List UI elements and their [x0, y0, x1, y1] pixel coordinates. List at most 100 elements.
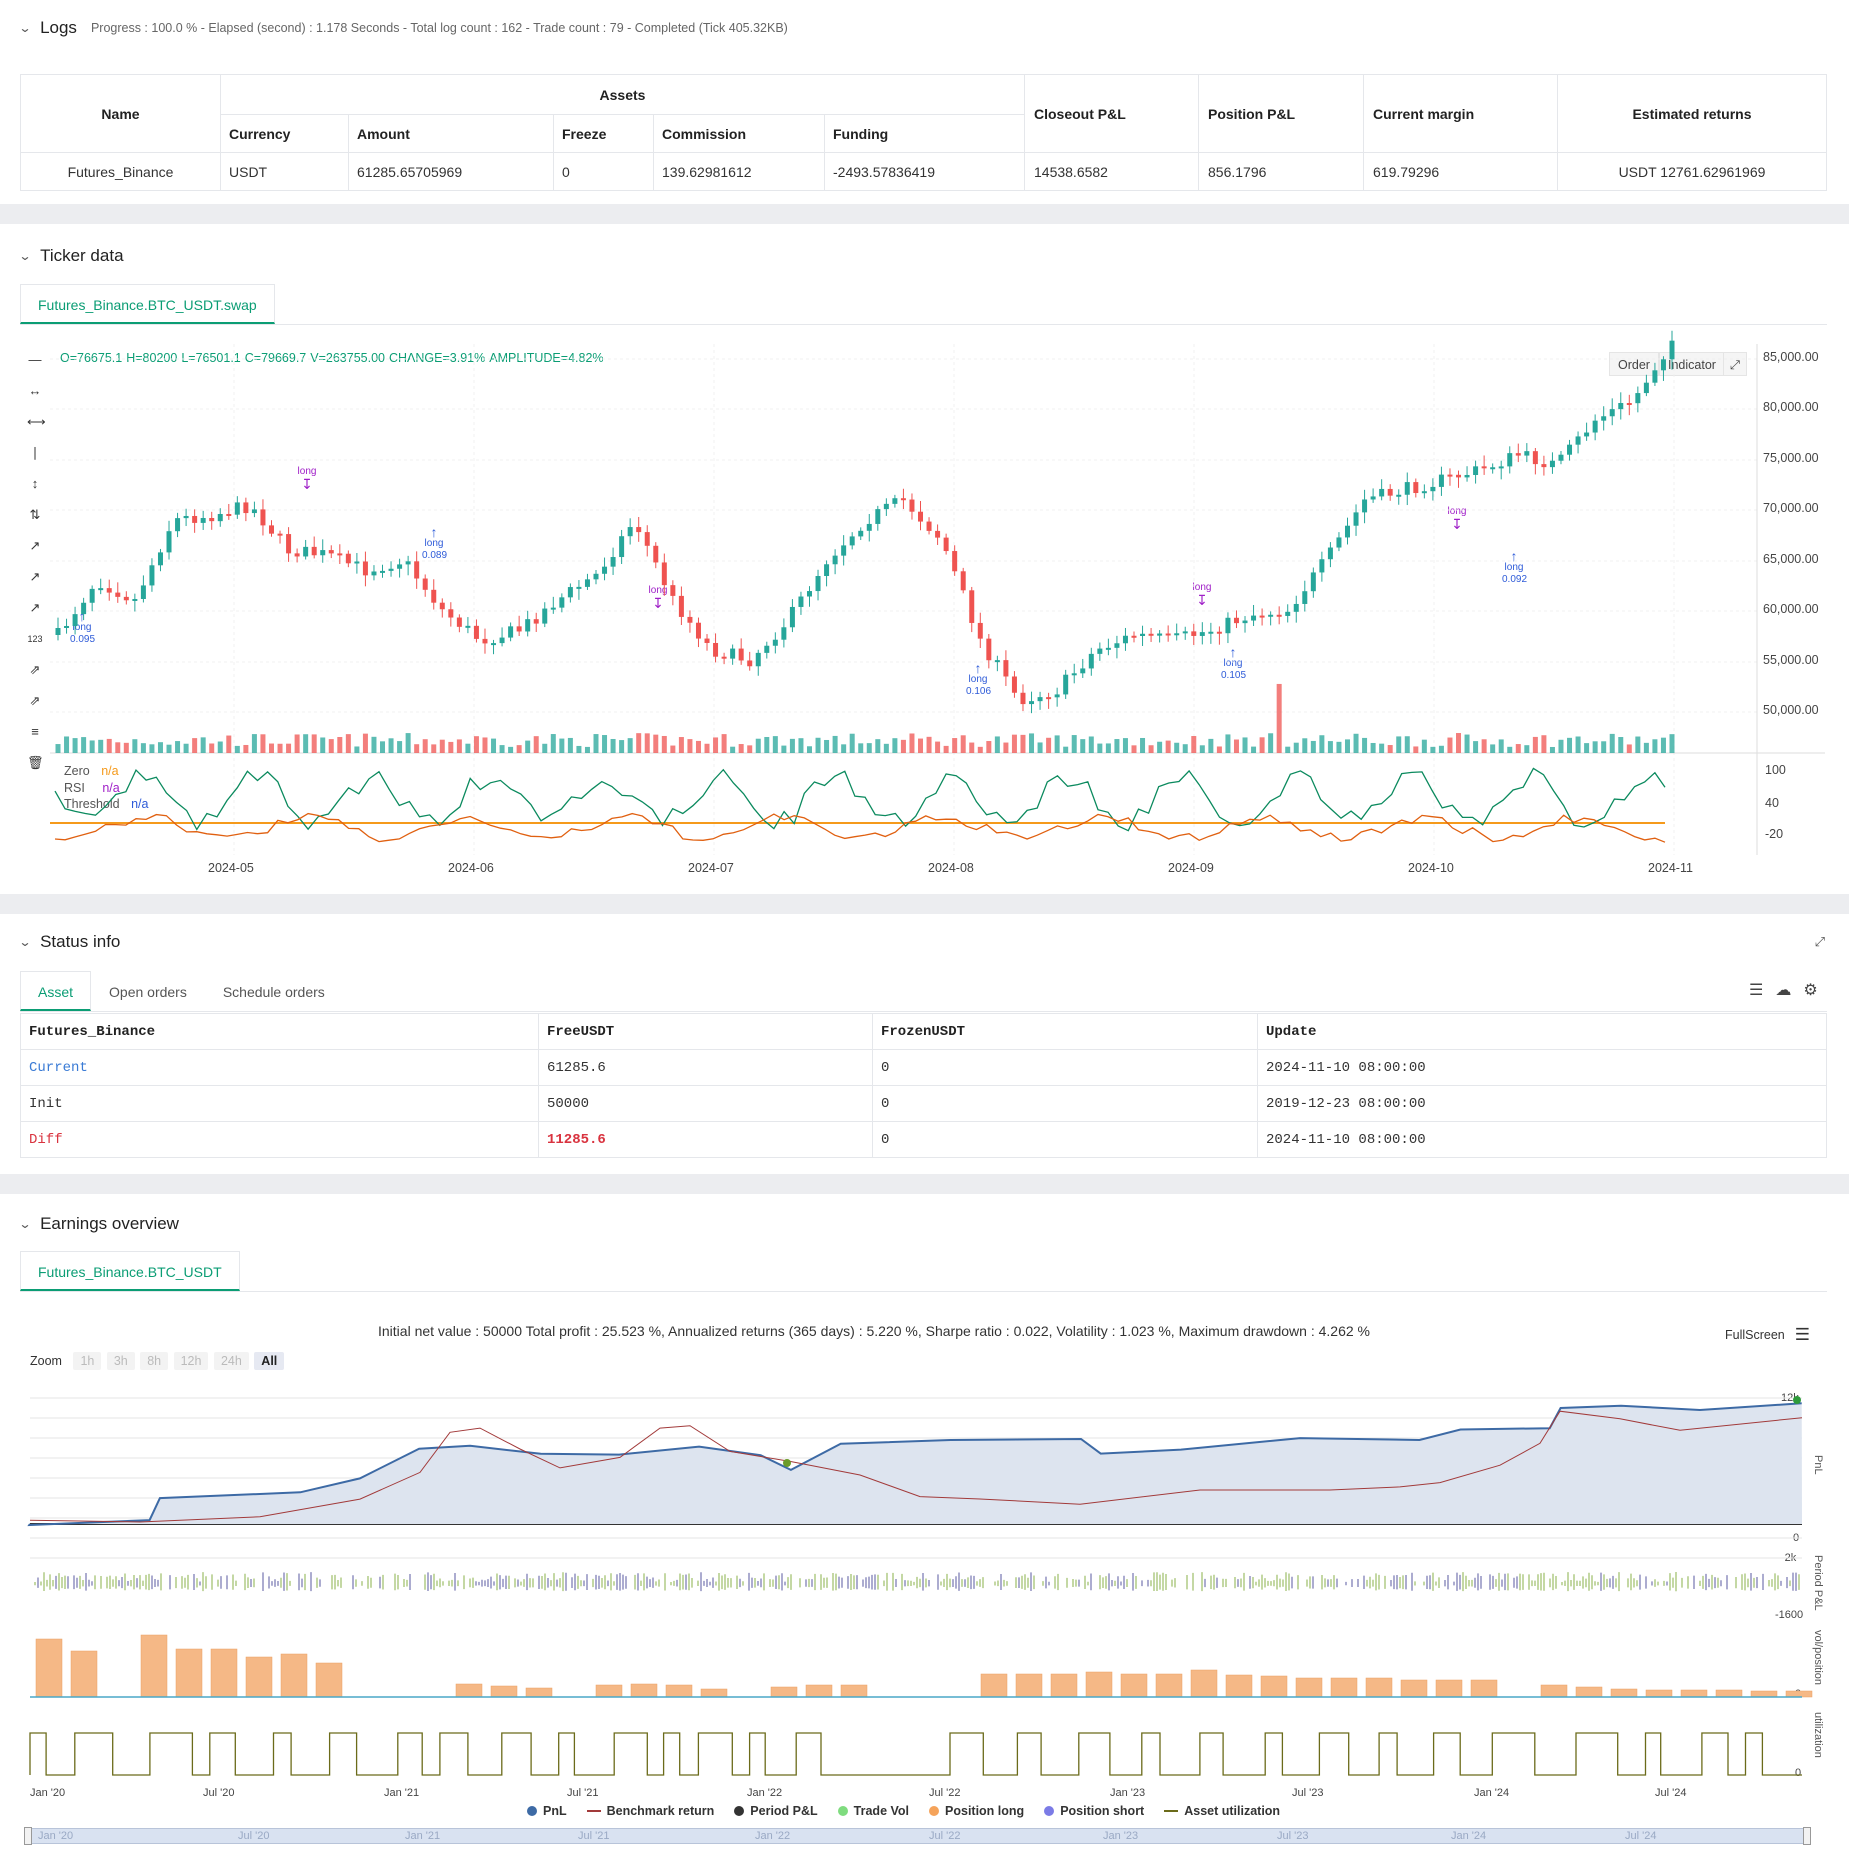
signal-marker[interactable]: ↑ long 0.095 [70, 608, 96, 645]
status-header[interactable]: ⌄ Status info [18, 932, 121, 952]
parallel-channel-icon[interactable]: ⇗ [29, 662, 41, 677]
nav-date: Jan '23 [1103, 1830, 1139, 1842]
fullscreen-control[interactable]: FullScreen ☰ [1725, 1325, 1810, 1345]
zoom-all[interactable]: All [254, 1352, 285, 1370]
ohlc-close: C=79669.7 [244, 351, 307, 365]
line-icon [1164, 1810, 1179, 1812]
tab-open-orders[interactable]: Open orders [109, 984, 187, 1000]
signal-marker[interactable]: long ↧ [295, 466, 319, 491]
date-tick: Jan '21 [384, 1787, 420, 1799]
chevron-down-icon[interactable]: ⌄ [18, 21, 32, 35]
trend-line-icon[interactable]: ↗ [29, 538, 41, 553]
price-tick: 50,000.00 [1763, 703, 1819, 717]
signal-marker[interactable]: ↑ long 0.092 [1502, 548, 1528, 585]
signal-label: long [297, 466, 317, 477]
freeze-header: Freeze [553, 114, 654, 153]
legend-item[interactable]: PnL [527, 1804, 567, 1818]
row-update: 2024-11-10 08:00:00 [1257, 1049, 1827, 1086]
cell-returns: USDT 12761.62961969 [1557, 152, 1827, 191]
order-button[interactable]: Order [1609, 352, 1659, 376]
axis-title-pnl: PnL [1812, 1455, 1824, 1475]
horizontal-line-icon[interactable]: — [28, 352, 42, 367]
ohlc-change: CHANGE=3.91% [389, 351, 486, 365]
collapse-icon[interactable]: ⤢ [1814, 934, 1825, 949]
signal-marker[interactable]: long ↧ [1445, 506, 1469, 531]
tab-asset[interactable]: Asset [20, 971, 92, 1011]
vertical-ray-icon[interactable]: ↕ [31, 476, 39, 491]
legend-threshold-value: n/a [131, 797, 149, 811]
osc-tick: -20 [1765, 827, 1784, 841]
zoom-8h[interactable]: 8h [140, 1352, 169, 1370]
dot-icon [837, 1806, 848, 1816]
tab-btc-usdt-swap[interactable]: Futures_Binance.BTC_USDT.swap [20, 284, 275, 324]
signal-marker[interactable]: ↑ long 0.105 [1221, 644, 1247, 681]
navigator-dates: Jan '20 Jul '20 Jan '21 Jul '21 Jan '22 … [30, 1830, 1808, 1842]
signal-label: long [424, 538, 444, 549]
legend-item[interactable]: Position long [929, 1804, 1024, 1818]
fib-icon[interactable]: ⇗ [29, 693, 41, 708]
date-tick: Jan '22 [747, 1787, 783, 1799]
cloud-download-icon[interactable]: ☁ [1775, 982, 1792, 999]
signal-marker[interactable]: long ↧ [1190, 582, 1214, 607]
nav-date: Jul '23 [1277, 1830, 1309, 1842]
zoom-24h[interactable]: 24h [213, 1352, 249, 1370]
assets-table: Name Assets Closeout P&L Position P&L Cu… [20, 74, 1827, 191]
status-section: ⌄ Status info ⤢ Asset Open orders Schedu… [0, 914, 1849, 1174]
indicator-button[interactable]: Indicator [1659, 352, 1725, 376]
legend-item[interactable]: Period P&L [734, 1804, 818, 1818]
navigator-handle-right[interactable] [1803, 1827, 1811, 1845]
legend-label: Benchmark return [606, 1804, 715, 1818]
trend-ray-icon[interactable]: ↗ [29, 569, 41, 584]
extended-line-icon[interactable]: ⟷ [27, 414, 46, 429]
signal-marker[interactable]: ↑ long 0.089 [422, 524, 448, 561]
legend-item[interactable]: Benchmark return [586, 1804, 715, 1818]
ray-icon[interactable]: ↔ [28, 383, 42, 398]
zoom-label: Zoom [30, 1354, 62, 1368]
earnings-header[interactable]: ⌄ Earnings overview [18, 1214, 178, 1234]
cell-name: Futures_Binance [20, 152, 221, 191]
row-frozen: 0 [872, 1121, 1258, 1158]
status-title: Status info [40, 932, 121, 951]
menu-icon[interactable]: ☰ [1794, 1325, 1810, 1344]
cross-line-icon[interactable]: ⇅ [29, 507, 41, 522]
gear-icon[interactable]: ⚙ [1803, 982, 1818, 999]
zoom-12h[interactable]: 12h [173, 1352, 209, 1370]
logs-header[interactable]: ⌄ Logs Progress : 100.0 % - Elapsed (sec… [18, 18, 788, 38]
date-tick: 2024-06 [448, 861, 494, 875]
signal-marker[interactable]: ↑ long 0.106 [966, 660, 992, 697]
navigator-handle-left[interactable] [24, 1827, 32, 1845]
ohlc-high: H=80200 [126, 351, 178, 365]
price-tick: 80,000.00 [1763, 400, 1819, 414]
rectangle-icon[interactable]: ≡ [31, 724, 39, 739]
logs-status: Progress : 100.0 % - Elapsed (second) : … [90, 21, 788, 35]
line-icon [586, 1810, 601, 1812]
signal-marker[interactable]: long ↧ [646, 585, 670, 610]
tab-schedule-orders[interactable]: Schedule orders [222, 984, 325, 1000]
legend-label: Position short [1060, 1804, 1145, 1818]
signal-size: 0.092 [1502, 574, 1528, 585]
legend-item[interactable]: Position short [1044, 1804, 1144, 1818]
legend-item[interactable]: Asset utilization [1164, 1804, 1280, 1818]
expand-icon[interactable]: ⤢ [1723, 352, 1748, 376]
price-label-icon[interactable]: 123 [27, 634, 43, 644]
chevron-down-icon[interactable]: ⌄ [18, 935, 32, 949]
date-tick: Jul '20 [203, 1787, 235, 1799]
legend-item[interactable]: Trade Vol [837, 1804, 909, 1818]
chevron-down-icon[interactable]: ⌄ [18, 1217, 32, 1231]
ticker-title: Ticker data [40, 246, 124, 265]
zoom-3h[interactable]: 3h [106, 1352, 135, 1370]
arrow-line-icon[interactable]: ↗ [29, 600, 41, 615]
col-update: Update [1257, 1013, 1827, 1050]
nav-date: Jul '22 [929, 1830, 961, 1842]
tab-btc-usdt[interactable]: Futures_Binance.BTC_USDT [20, 1251, 240, 1291]
ohlc-amplitude: AMPLITUDE=4.82% [489, 351, 604, 365]
vertical-line-icon[interactable]: ∣ [31, 445, 39, 460]
chevron-down-icon[interactable]: ⌄ [18, 249, 32, 263]
row-free: 11285.6 [538, 1121, 873, 1158]
pnl-tick: 6k [1787, 1472, 1799, 1484]
ticker-header[interactable]: ⌄ Ticker data [18, 246, 124, 266]
zoom-1h[interactable]: 1h [73, 1352, 102, 1370]
trash-icon[interactable]: 🗑 [27, 755, 44, 770]
amount-header: Amount [348, 114, 554, 153]
list-icon[interactable]: ☰ [1749, 982, 1764, 999]
